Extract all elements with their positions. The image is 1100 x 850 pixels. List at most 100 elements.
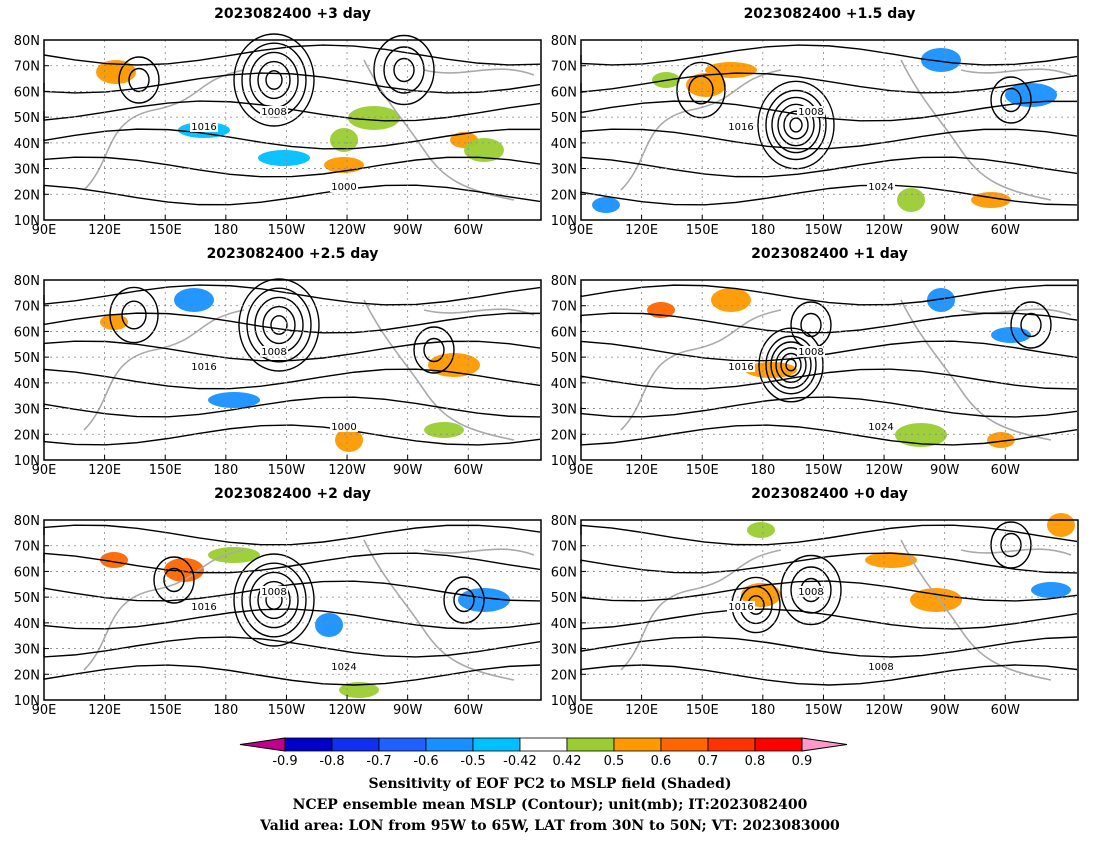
coastline-asia bbox=[620, 549, 782, 671]
isobar bbox=[43, 396, 541, 418]
pressure-center-contour bbox=[780, 554, 842, 626]
lon-tick-label: 180 bbox=[213, 463, 238, 478]
colorbar-tick-label: 0.9 bbox=[792, 754, 813, 769]
pressure-center-contour bbox=[270, 315, 288, 335]
contour-label-bg bbox=[797, 106, 825, 117]
lat-tick-label: 80N bbox=[551, 514, 577, 529]
colorbar-swatch bbox=[472, 737, 521, 752]
lat-tick-label: 30N bbox=[551, 163, 577, 178]
lat-tick-label: 10N bbox=[14, 694, 40, 709]
lat-tick-label: 10N bbox=[551, 454, 577, 469]
isobar bbox=[43, 368, 541, 390]
lon-tick-label: 90W bbox=[393, 703, 423, 718]
sensitivity-shade bbox=[711, 288, 751, 312]
contour-label-bg bbox=[190, 361, 218, 372]
contour-label-bg bbox=[260, 106, 288, 117]
lon-tick-label: 150W bbox=[268, 703, 306, 718]
pressure-center-contour bbox=[241, 42, 307, 118]
sensitivity-shade bbox=[258, 150, 310, 166]
lat-tick-label: 80N bbox=[14, 34, 40, 49]
lat-tick-label: 50N bbox=[14, 591, 40, 606]
contour-label-bg bbox=[190, 601, 218, 612]
contour-label: 1024 bbox=[868, 182, 893, 193]
lat-tick-label: 40N bbox=[14, 137, 40, 152]
lat-tick-label: 40N bbox=[551, 377, 577, 392]
pressure-center-contour bbox=[765, 89, 827, 161]
lat-tick-label: 60N bbox=[551, 325, 577, 340]
isobar bbox=[43, 128, 541, 150]
lon-tick-label: 60W bbox=[991, 703, 1021, 718]
isobar bbox=[43, 524, 541, 546]
lon-tick-label: 90E bbox=[32, 703, 57, 718]
pressure-center-contour bbox=[262, 305, 296, 345]
pressure-center-contour bbox=[241, 562, 307, 638]
lat-tick-label: 60N bbox=[14, 325, 40, 340]
pressure-center-contour bbox=[775, 347, 807, 383]
colorbar-tick-label: 0.7 bbox=[698, 754, 719, 769]
sensitivity-shade bbox=[897, 188, 925, 212]
pressure-center-contour bbox=[780, 352, 802, 378]
sensitivity-shade bbox=[174, 288, 214, 312]
isobar bbox=[580, 368, 1078, 390]
isobar bbox=[580, 524, 1078, 546]
isobar bbox=[580, 664, 1078, 686]
colorbar-swatch bbox=[519, 737, 568, 752]
lat-tick-label: 30N bbox=[14, 163, 40, 178]
contour-label: 1000 bbox=[331, 422, 356, 433]
lon-tick-label: 120E bbox=[625, 223, 658, 238]
colorbar-tick-label: 0.8 bbox=[745, 754, 766, 769]
pressure-center-contour bbox=[783, 110, 809, 140]
pressure-center-contour bbox=[789, 117, 803, 133]
lon-tick-label: 90W bbox=[393, 463, 423, 478]
lat-tick-label: 50N bbox=[14, 351, 40, 366]
contour-label-bg bbox=[727, 121, 755, 132]
lat-tick-label: 40N bbox=[14, 377, 40, 392]
contour-label-bg bbox=[260, 586, 288, 597]
pressure-center-contour bbox=[246, 287, 312, 363]
lon-tick-label: 60W bbox=[991, 223, 1021, 238]
lat-tick-label: 40N bbox=[551, 137, 577, 152]
colorbar-min-arrow bbox=[239, 737, 286, 752]
pressure-center-contour bbox=[128, 67, 150, 93]
pressure-center-contour bbox=[990, 76, 1032, 124]
pressure-center-contour bbox=[1000, 87, 1022, 113]
lon-tick-label: 150W bbox=[805, 703, 843, 718]
map-content: 1016 1008 1024 bbox=[580, 40, 1078, 220]
isobar bbox=[580, 156, 1078, 178]
lat-tick-label: 70N bbox=[551, 60, 577, 75]
lon-tick-label: 120W bbox=[328, 223, 366, 238]
colorbar-swatch bbox=[754, 737, 803, 752]
colorbar-swatch bbox=[707, 737, 756, 752]
contour-label-bg bbox=[797, 346, 825, 357]
isobar bbox=[580, 44, 1078, 66]
map-frame bbox=[580, 519, 1079, 701]
pressure-center-contour bbox=[423, 337, 445, 363]
lon-tick-label: 90W bbox=[930, 463, 960, 478]
lon-tick-label: 120W bbox=[865, 703, 903, 718]
caption-line-1: Sensitivity of EOF PC2 to MSLP field (Sh… bbox=[368, 776, 732, 792]
coastline-arctic bbox=[960, 68, 1072, 76]
pressure-center-contour bbox=[676, 61, 726, 119]
lon-tick-label: 90E bbox=[32, 223, 57, 238]
pressure-center-contour bbox=[771, 96, 821, 154]
map-frame bbox=[43, 39, 542, 221]
lat-tick-label: 50N bbox=[14, 111, 40, 126]
contour-label-bg bbox=[867, 661, 895, 672]
pressure-center-contour bbox=[453, 587, 475, 613]
contour-label-bg bbox=[330, 181, 358, 192]
colorbar-tick-label: -0.6 bbox=[413, 754, 438, 769]
contour-label-bg bbox=[867, 181, 895, 192]
lat-tick-label: 20N bbox=[551, 188, 577, 203]
coastline-north-america bbox=[363, 59, 515, 201]
colorbar-swatch bbox=[331, 737, 380, 752]
lat-tick-label: 60N bbox=[551, 565, 577, 580]
contour-label: 1008 bbox=[798, 107, 823, 118]
colorbar-swatch bbox=[566, 737, 615, 752]
lat-tick-label: 70N bbox=[14, 540, 40, 555]
lon-tick-label: 180 bbox=[213, 223, 238, 238]
contour-label: 1008 bbox=[261, 587, 286, 598]
lat-tick-label: 80N bbox=[551, 274, 577, 289]
sensitivity-shade bbox=[592, 197, 620, 213]
map-frame bbox=[43, 279, 542, 461]
lon-tick-label: 150W bbox=[268, 223, 306, 238]
